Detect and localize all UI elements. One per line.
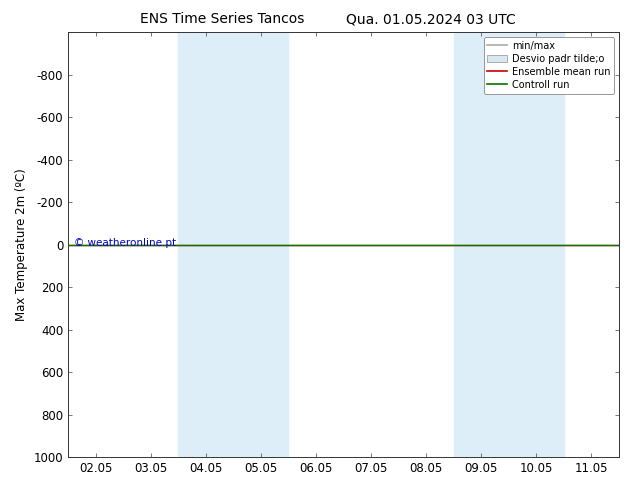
Bar [454, 32, 564, 457]
Text: Qua. 01.05.2024 03 UTC: Qua. 01.05.2024 03 UTC [346, 12, 516, 26]
Bar [178, 32, 288, 457]
Text: ENS Time Series Tancos: ENS Time Series Tancos [139, 12, 304, 26]
Legend: min/max, Desvio padr tilde;o, Ensemble mean run, Controll run: min/max, Desvio padr tilde;o, Ensemble m… [484, 37, 614, 94]
Y-axis label: Max Temperature 2m (ºC): Max Temperature 2m (ºC) [15, 168, 28, 321]
Text: © weatheronline.pt: © weatheronline.pt [74, 238, 176, 247]
